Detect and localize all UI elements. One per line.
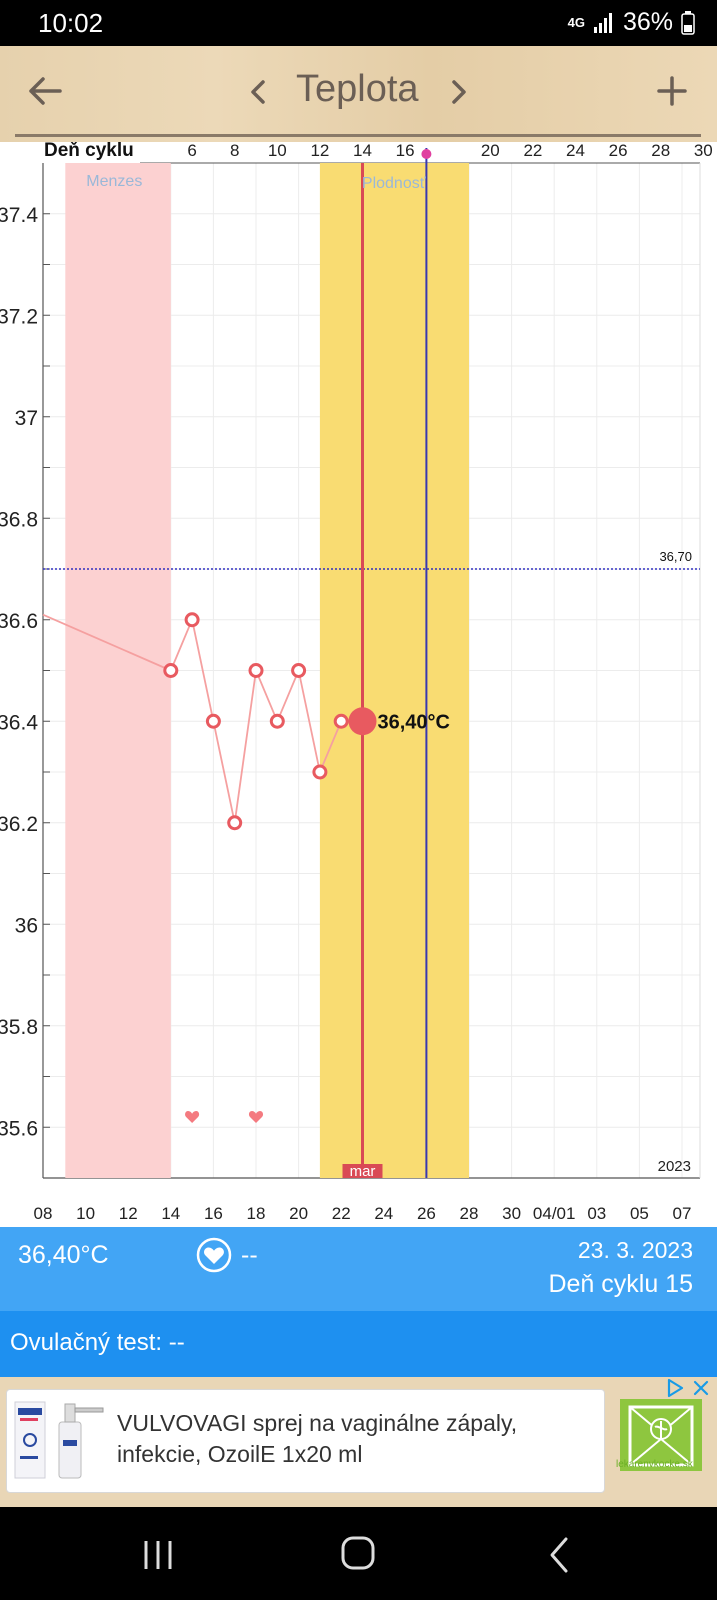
- plus-icon[interactable]: [652, 68, 692, 114]
- cycle-day-tick-label: 30: [694, 142, 713, 160]
- menses-label: Menzes: [86, 173, 142, 190]
- y-tick-label: 36.2: [0, 813, 38, 836]
- y-tick-label: 36.4: [0, 711, 38, 734]
- signal-icon: [593, 12, 612, 33]
- threshold-label: 36,70: [659, 549, 692, 564]
- y-tick-label: 36.6: [0, 610, 38, 633]
- intercourse-value: --: [241, 1241, 258, 1269]
- cycle-day-tick-label: 16: [396, 142, 415, 160]
- ovulation-test-bar[interactable]: Ovulačný test: --: [0, 1311, 717, 1377]
- cycle-day-tick-label: 8: [230, 142, 239, 160]
- chevron-left-icon[interactable]: [243, 70, 273, 114]
- temperature-point[interactable]: [248, 663, 264, 678]
- home-icon[interactable]: [338, 1533, 378, 1573]
- ad-product-image: [11, 1396, 107, 1484]
- date-tick-label: 20: [289, 1204, 308, 1223]
- battery-percent: 36%: [622, 8, 673, 36]
- heart-icon[interactable]: [196, 1237, 232, 1273]
- cycle-day-tick-label: 28: [651, 142, 670, 160]
- cycle-day-tick-label: 26: [609, 142, 628, 160]
- chevron-right-icon[interactable]: [444, 70, 474, 114]
- cycle-day-tick-label: 24: [566, 142, 585, 160]
- fertile-band: [319, 163, 469, 1178]
- toolbar: [0, 46, 717, 142]
- menses-band: [65, 163, 171, 1178]
- ad-text[interactable]: VULVOVAGI sprej na vaginálne zápaly, inf…: [117, 1410, 518, 1467]
- date-tick-label: 12: [119, 1204, 138, 1223]
- date-tick-label: 22: [332, 1204, 351, 1223]
- y-tick-label: 37.2: [0, 305, 38, 328]
- y-tick-label: 36: [15, 914, 38, 937]
- back-icon[interactable]: [542, 1535, 578, 1575]
- date-tick-label: 30: [502, 1204, 521, 1223]
- date-tick-label: 14: [161, 1204, 180, 1223]
- cycle-day-tick-label: 22: [523, 142, 542, 160]
- navigation-bar: [0, 1507, 717, 1600]
- date-tick-label: 24: [374, 1204, 393, 1223]
- ad-banner[interactable]: VULVOVAGI sprej na vaginálne zápaly, inf…: [0, 1377, 717, 1507]
- date-tick-label: 10: [76, 1204, 95, 1223]
- temperature-point[interactable]: [163, 663, 179, 678]
- toolbar-divider: [15, 134, 701, 137]
- date-tick-label: 18: [247, 1204, 266, 1223]
- info-bar: 36,40°C -- 23. 3. 2023 Deň cyklu 15: [0, 1227, 717, 1311]
- temperature-point[interactable]: [227, 815, 243, 831]
- recents-icon[interactable]: [138, 1535, 178, 1575]
- date-tick-label: 08: [34, 1204, 53, 1223]
- month-marker: [342, 1164, 383, 1178]
- y-tick-label: 35.8: [0, 1016, 38, 1039]
- cycle-day-tick-label: 20: [481, 142, 500, 160]
- status-icons: 4G 36%: [568, 8, 695, 37]
- cycle-day-tick-label: 12: [310, 142, 329, 160]
- cycle-day-tick-label: 14: [353, 142, 372, 160]
- temperature-chart[interactable]: Menzes Plodnosť 35.6 35.8 36 36.2 36.4 36.6 36.8…: [0, 142, 717, 1227]
- intercourse-heart-icon: [185, 1111, 200, 1123]
- ad-brand-text: lekarenvkocke.sk: [616, 1459, 693, 1470]
- y-tick-label: 35.6: [0, 1117, 38, 1140]
- temperature-point[interactable]: [312, 764, 328, 780]
- date-tick-label: 03: [587, 1204, 606, 1223]
- temperature-point[interactable]: [333, 713, 349, 729]
- cycle-day-axis-label: Deň cyklu: [44, 142, 134, 161]
- arrow-left-icon[interactable]: [22, 66, 68, 116]
- close-icon[interactable]: [690, 1377, 712, 1399]
- y-tick-label: 37.4: [0, 204, 38, 227]
- page-title: Teplota: [296, 68, 419, 110]
- y-tick-label: 37: [15, 407, 38, 430]
- ad-card[interactable]: VULVOVAGI sprej na vaginálne zápaly, inf…: [6, 1389, 605, 1493]
- info-cycle-day: Deň cyklu 15: [548, 1270, 693, 1298]
- temperature-point[interactable]: [269, 713, 285, 729]
- ovulation-marker: [421, 149, 432, 159]
- fertility-label: Plodnosť: [362, 175, 427, 192]
- ovulation-test-label: Ovulačný test: --: [10, 1329, 185, 1356]
- selected-temperature-point[interactable]: [348, 707, 377, 736]
- temperature-point[interactable]: [184, 612, 200, 628]
- year-label: 2023: [658, 1158, 691, 1175]
- battery-icon: [681, 10, 695, 35]
- date-tick-label: 16: [204, 1204, 223, 1223]
- date-tick-label: 04/01: [533, 1204, 576, 1223]
- ad-brand-logo[interactable]: [620, 1399, 702, 1471]
- info-date: 23. 3. 2023: [577, 1237, 693, 1263]
- y-tick-label: 36.8: [0, 508, 38, 531]
- date-tick-label: 28: [460, 1204, 479, 1223]
- temperature-point[interactable]: [291, 663, 307, 678]
- month-label: mar: [350, 1163, 376, 1180]
- status-bar: 10:02 4G 36%: [0, 0, 717, 46]
- info-temp: 36,40°C: [18, 1241, 109, 1269]
- date-tick-label: 05: [630, 1204, 649, 1223]
- date-tick-label: 07: [673, 1204, 692, 1223]
- cycle-day-tick-label: 6: [187, 142, 196, 160]
- adchoices-icon[interactable]: [664, 1377, 686, 1399]
- intercourse-heart-icon: [248, 1111, 264, 1123]
- status-time: 10:02: [38, 8, 104, 38]
- network-type: 4G: [567, 15, 585, 30]
- selected-temperature-label: 36,40°C: [378, 711, 451, 733]
- temperature-point[interactable]: [205, 713, 221, 729]
- cycle-day-tick-label: 10: [268, 142, 287, 160]
- date-tick-label: 26: [417, 1204, 436, 1223]
